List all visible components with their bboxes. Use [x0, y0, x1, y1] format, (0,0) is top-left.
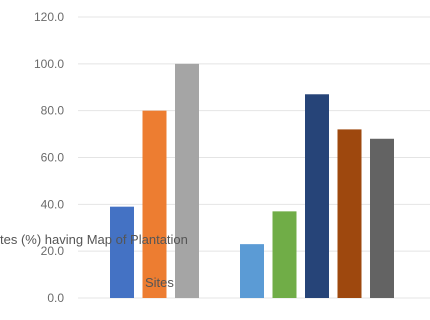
- y-axis-ticks: 0.0 20.0 40.0 60.0 80.0 100.0 120.0: [34, 10, 64, 305]
- y-tick-label: 60.0: [41, 151, 65, 165]
- bar: [110, 206, 134, 298]
- bar: [142, 110, 167, 299]
- bar: [175, 63, 199, 299]
- y-tick-label: 40.0: [41, 197, 65, 211]
- bar: [337, 129, 362, 298]
- y-tick-label: 80.0: [41, 104, 65, 118]
- y-tick-label: 100.0: [34, 57, 64, 71]
- overlay-label-line1: tes (%) having Map of Plantation: [0, 232, 188, 247]
- bars: [110, 63, 394, 299]
- y-tick-label: 20.0: [41, 244, 65, 258]
- gridlines: [78, 16, 430, 299]
- bar: [370, 138, 394, 298]
- overlay-label-line2: Sites: [145, 275, 174, 290]
- y-tick-label: 0.0: [47, 291, 64, 305]
- bar: [240, 244, 264, 298]
- bar: [305, 94, 329, 299]
- y-tick-label: 120.0: [34, 10, 64, 24]
- bar: [272, 211, 297, 298]
